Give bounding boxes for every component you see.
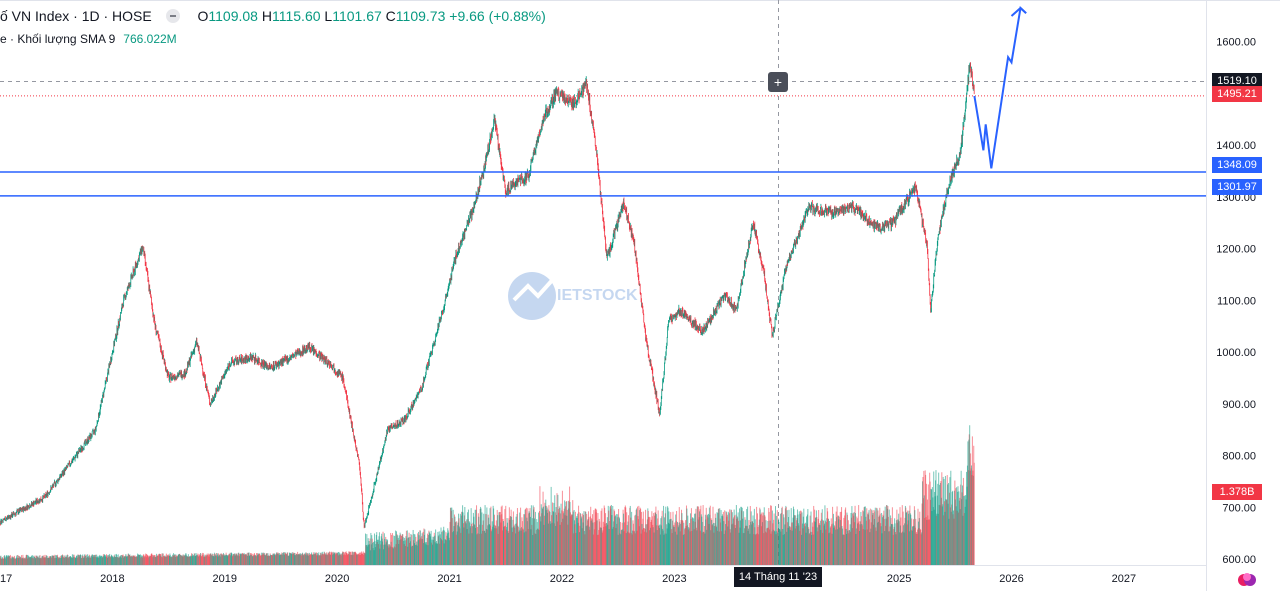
x-tick-label: 2025 xyxy=(887,573,911,585)
open-label: O xyxy=(197,8,209,24)
volume-bars xyxy=(0,425,975,565)
time-axis[interactable]: 2017201820192020202120222023202420252026… xyxy=(0,573,1136,585)
symbol-title[interactable]: ố VN Index · 1D · HOSE xyxy=(0,8,152,24)
x-tick-label: 2020 xyxy=(325,573,349,585)
y-tick-label: 1400.00 xyxy=(1216,140,1256,152)
legend-main: ố VN Index · 1D · HOSE O1109.08 H1115.60… xyxy=(0,8,546,24)
close-price-tag: 1495.21 xyxy=(1212,86,1262,102)
crosshair-date-label: 14 Tháng 11 '23 xyxy=(734,567,822,587)
vietstock-watermark: IETSTOCK xyxy=(508,272,638,320)
y-tick-label: 1600.00 xyxy=(1216,37,1256,49)
y-tick-label: 1100.00 xyxy=(1217,295,1256,307)
x-tick-label: 2022 xyxy=(550,573,574,585)
x-tick-label: 2021 xyxy=(437,573,461,585)
x-tick-label: 2027 xyxy=(1112,573,1136,585)
watermark-text: IETSTOCK xyxy=(557,287,638,304)
plus-icon[interactable]: + xyxy=(768,72,788,92)
hline-lower-tag: 1301.97 xyxy=(1212,179,1262,195)
low-label: L xyxy=(324,8,333,24)
watermark-logo-icon xyxy=(508,272,556,320)
y-tick-label: 900.00 xyxy=(1222,399,1256,411)
x-tick-label: 2026 xyxy=(999,573,1023,585)
last-price-tag: 1519.10 xyxy=(1212,73,1262,89)
y-tick-label: 1000.00 xyxy=(1216,347,1256,359)
projection-arrow-icon xyxy=(1010,6,1027,17)
high-value: 1115.60 xyxy=(271,8,321,24)
y-tick-label: 700.00 xyxy=(1222,502,1256,514)
high-label: H xyxy=(261,8,272,24)
price-candles xyxy=(0,62,975,529)
volume-indicator-value: 766.022M xyxy=(123,32,177,46)
projection-path[interactable] xyxy=(973,6,1027,169)
y-tick-label: 600.00 xyxy=(1222,554,1256,566)
legend-volume: e · Khối lượng SMA 9 766.022M xyxy=(0,32,177,46)
hline-upper-tag: 1348.09 xyxy=(1212,157,1262,173)
low-value: 1101.67 xyxy=(332,8,382,24)
x-tick-label: 2017 xyxy=(0,573,12,585)
close-value: 1109.73 xyxy=(395,8,446,24)
horizontal-lines[interactable] xyxy=(0,171,1206,197)
x-tick-label: 2018 xyxy=(100,573,124,585)
change-value: +9.66 (+0.88%) xyxy=(449,8,546,24)
brain-icon[interactable] xyxy=(1238,571,1256,589)
open-value: 1109.08 xyxy=(208,8,258,24)
y-tick-label: 1200.00 xyxy=(1216,244,1256,256)
collapse-legend-icon[interactable] xyxy=(165,9,180,23)
volume-indicator-label[interactable]: e · Khối lượng SMA 9 xyxy=(0,32,116,46)
y-tick-label: 800.00 xyxy=(1222,451,1256,463)
x-tick-label: 2019 xyxy=(213,573,237,585)
volume-tag: 1.378B xyxy=(1212,484,1262,500)
close-label: C xyxy=(385,8,396,24)
watermark-swoosh-icon xyxy=(512,274,558,302)
x-tick-label: 2023 xyxy=(662,573,686,585)
